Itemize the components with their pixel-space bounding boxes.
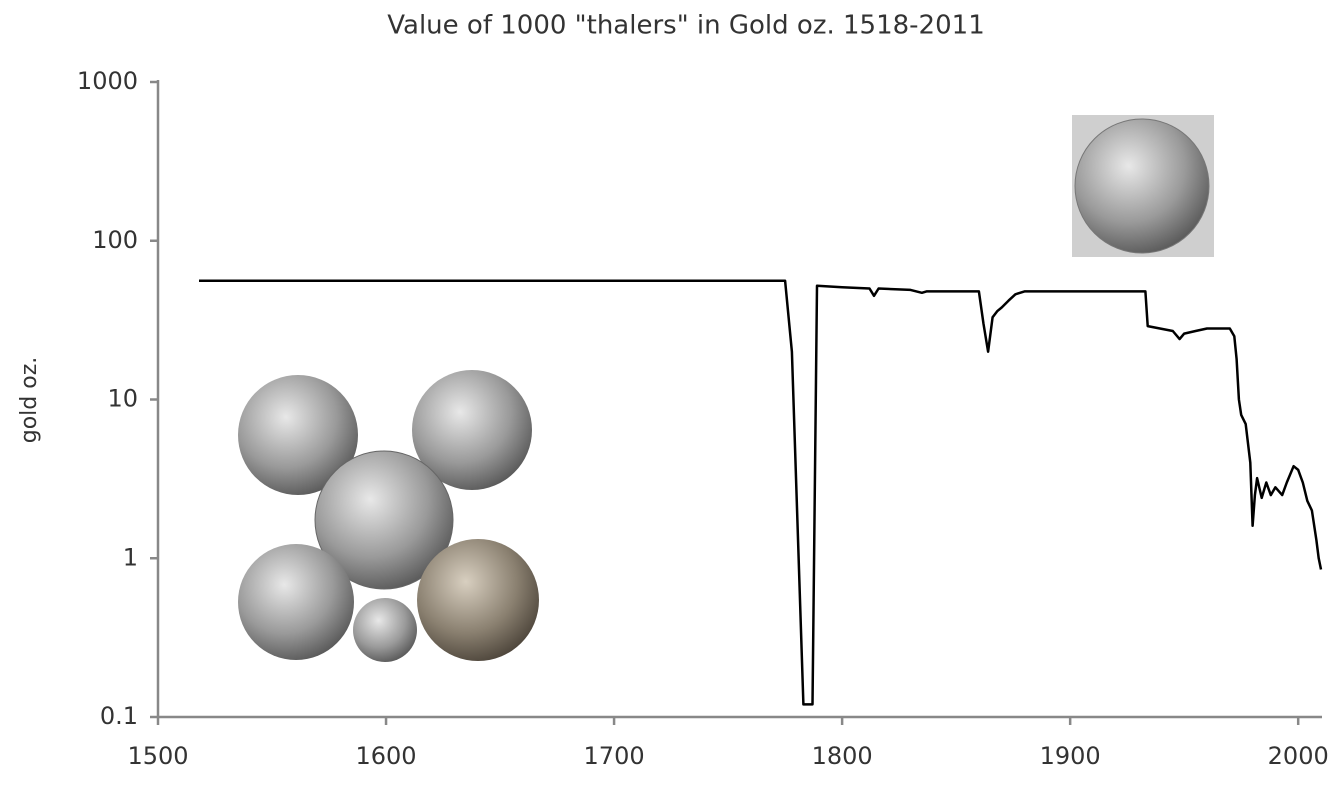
coin-group (238, 370, 539, 662)
chart: Value of 1000 "thalers" in Gold oz. 1518… (0, 0, 1344, 786)
x-tick-label: 1900 (1040, 742, 1101, 770)
y-tick-label: 0.1 (100, 702, 138, 730)
x-tick-label: 1500 (127, 742, 188, 770)
coin-photo (1072, 115, 1214, 257)
y-tick-label: 1 (123, 543, 138, 571)
x-tick-label: 1700 (584, 742, 645, 770)
coin (353, 598, 417, 662)
coin (238, 544, 354, 660)
x-tick-label: 2000 (1268, 742, 1329, 770)
x-tick-label: 1800 (812, 742, 873, 770)
x-tick-label: 1600 (356, 742, 417, 770)
coin (417, 539, 539, 661)
chart-title: Value of 1000 "thalers" in Gold oz. 1518… (387, 11, 984, 41)
y-tick-label: 10 (107, 385, 138, 413)
y-tick-label: 100 (92, 226, 138, 254)
page: {"chart_data": {"type": "line", "title":… (0, 0, 1344, 786)
coin (1075, 119, 1209, 253)
y-axis-label: gold oz. (17, 357, 42, 444)
y-tick-label: 1000 (77, 67, 138, 95)
